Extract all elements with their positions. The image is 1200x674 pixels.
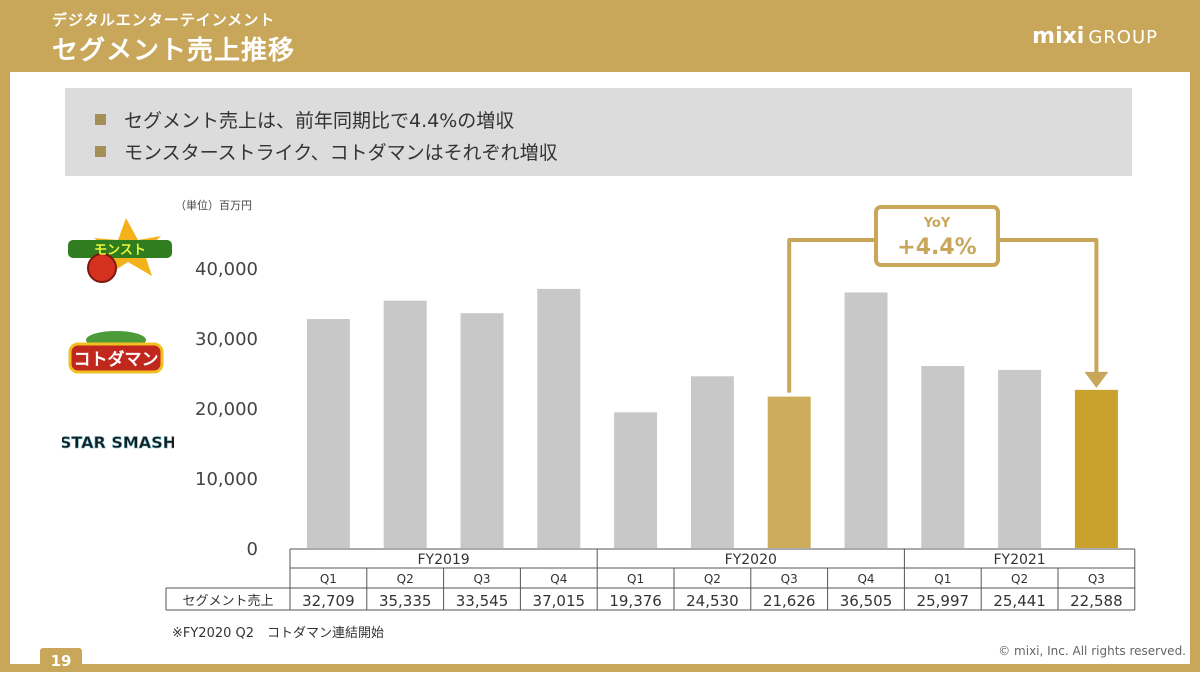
data-value-label: 24,530 [686,592,739,610]
bullet-square-icon [95,146,106,157]
data-value-label: 35,335 [379,592,432,610]
right-frame [1190,72,1200,672]
bottom-frame [0,664,1200,672]
summary-bullet: モンスターストライク、コトダマンはそれぞれ増収 [95,138,558,165]
y-tick-label: 20,000 [195,399,258,420]
yoy-box [874,205,1000,267]
data-value-label: 36,505 [840,592,893,610]
bar-series [306,288,1118,548]
fiscal-year-label: FY2020 [725,552,777,568]
page-number: 19 [40,648,82,672]
quarter-label: Q4 [550,572,567,586]
bar [844,292,888,548]
yoy-label: YoY [923,216,951,231]
brand-group: GROUP [1088,27,1158,48]
quarter-label: Q2 [704,572,721,586]
star-smash-logo-icon: STAR SMASH [62,433,174,453]
data-value-label: 21,626 [763,592,816,610]
quarter-label: Q3 [473,572,490,586]
bullet-square-icon [95,114,106,125]
monster-strike-logo: モンスト [66,218,176,288]
quarter-label: Q2 [1011,572,1028,586]
brand-main: mixi [1032,24,1085,49]
bar [767,396,811,548]
page-title: セグメント売上推移 [52,36,296,66]
yoy-annotation: YoY +4.4% [787,205,1109,393]
kotodaman-logo-icon: コトダマン [68,331,164,374]
quarter-label: Q1 [934,572,951,586]
data-table: FY2019 Q1 32,709 Q2 35,335 Q3 33,545 Q4 37,015 FY… [165,548,1136,611]
bar [1074,389,1118,548]
summary-bullet-text: モンスターストライク、コトダマンはそれぞれ増収 [124,142,558,164]
bar [614,412,658,548]
bar [921,366,965,548]
series-row-label: セグメント売上 [182,593,273,609]
y-tick-label: 30,000 [195,329,258,350]
monster-strike-logo-text: モンスト [94,243,146,258]
copyright: © mixi, Inc. All rights reserved. [998,644,1186,658]
yoy-arrow-head [1084,371,1109,388]
bar [690,376,734,548]
y-tick-label: 40,000 [195,259,258,280]
unit-label: （単位）百万円 [175,199,252,212]
y-axis: 0 10,000 20,000 30,000 40,000 [195,259,258,560]
data-value-label: 19,376 [609,592,662,610]
summary-bullet-text: セグメント売上は、前年同期比で4.4%の増収 [124,110,515,132]
monster-strike-logo-icon: モンスト [68,218,172,283]
fiscal-year-label: FY2019 [417,552,469,568]
data-value-label: 32,709 [302,592,355,610]
data-value-label: 33,545 [456,592,509,610]
bar [537,288,581,548]
bar [383,300,427,548]
data-value-label: 22,588 [1070,592,1123,610]
y-tick-label: 0 [247,539,258,560]
yoy-value: +4.4% [897,235,976,260]
summary-box: セグメント売上は、前年同期比で4.4%の増収 モンスターストライク、コトダマンは… [65,88,1132,176]
footnote: ※FY2020 Q2 コトダマン連結開始 [172,626,385,641]
star-smash-logo: STAR SMASH [62,418,174,456]
left-frame [0,72,10,672]
kotodaman-logo-text: コトダマン [74,349,159,370]
quarter-label: Q3 [781,572,798,586]
fiscal-year-label: FY2021 [993,552,1045,568]
star-smash-logo-text: STAR SMASH [62,433,174,452]
quarter-label: Q2 [397,572,414,586]
quarter-label: Q1 [627,572,644,586]
quarter-label: Q4 [857,572,874,586]
bar [306,319,350,548]
kotodaman-logo: コトダマン [66,328,166,378]
bar [998,369,1042,548]
quarter-label: Q1 [320,572,337,586]
bar [460,313,504,548]
header-bar [0,0,1200,72]
brand-logo: mixi GROUP [1032,24,1158,49]
y-tick-label: 10,000 [195,469,258,490]
data-value-label: 25,441 [993,592,1046,610]
page-subtitle: デジタルエンターテインメント [52,11,276,29]
data-value-label: 37,015 [533,592,586,610]
summary-bullet: セグメント売上は、前年同期比で4.4%の増収 [95,106,514,133]
data-value-label: 25,997 [917,592,970,610]
quarter-label: Q3 [1088,572,1105,586]
